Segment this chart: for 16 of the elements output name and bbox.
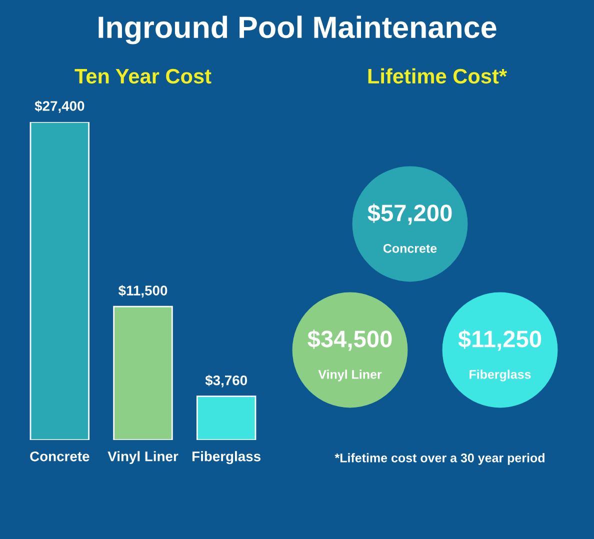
chart-title: Inground Pool Maintenance [98, 16, 496, 44]
data-label: $57,200 [368, 204, 452, 225]
data-label: $11,250 [458, 330, 542, 351]
chart-subtitle: Ten Year Cost [74, 68, 212, 84]
category-label: Fiberglass [470, 370, 531, 382]
x-tick-label: Concrete [30, 451, 90, 462]
data-label: $34,500 [308, 330, 392, 351]
x-tick-label: Fiberglass [192, 451, 260, 464]
category-label: Concrete [383, 244, 437, 253]
data-label: $3,760 [205, 374, 248, 388]
data-label: $27,400 [34, 100, 84, 113]
text: *Lifetime cost over a 30 year period [334, 453, 544, 465]
x-tick-label: Vinyl Liner [108, 451, 178, 464]
category-label: Vinyl Liner [318, 370, 382, 382]
data-label: $11,500 [118, 285, 168, 298]
text: Lifetime Cost* [368, 68, 508, 84]
